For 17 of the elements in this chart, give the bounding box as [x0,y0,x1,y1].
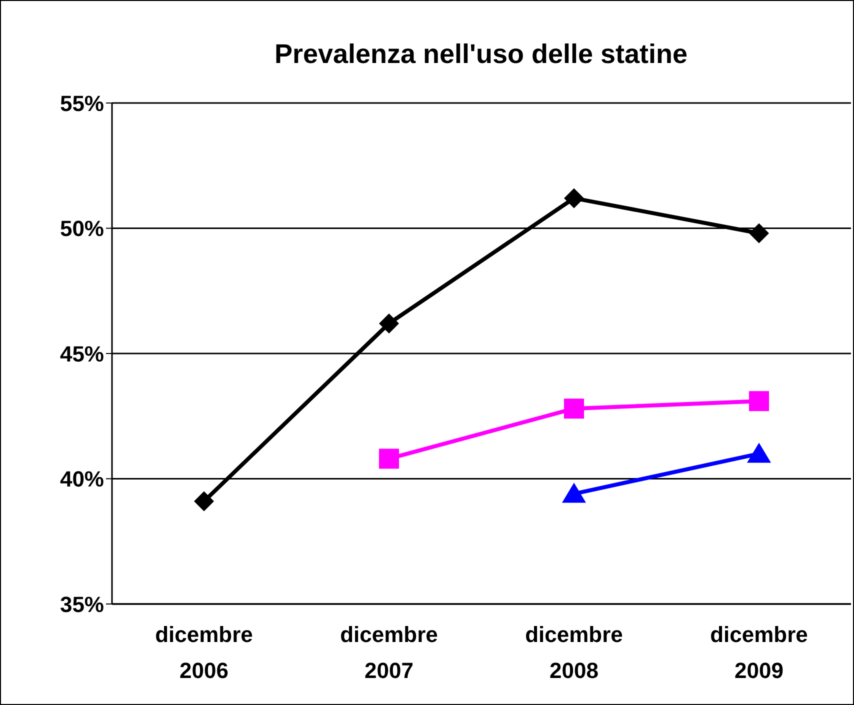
point [379,448,399,469]
point [564,188,584,208]
x-tick-label: dicembre 2007 [340,622,438,683]
x-tick-label: dicembre 2008 [525,622,623,683]
point [749,391,769,412]
y-tick-label: 35% [60,592,104,617]
point [194,491,214,512]
point [379,313,399,334]
point [749,223,769,244]
y-tick-label: 40% [60,466,104,492]
x-tick-label: dicembre 2006 [155,622,253,683]
x-tick-label: dicembre 2009 [710,622,808,683]
y-tick-label: 45% [60,341,104,366]
y-tick-label: 55% [60,90,104,116]
y-tick-label: 50% [60,216,104,242]
point [564,398,584,419]
chart-title: Prevalenza nell'uso delle statine [273,39,689,70]
